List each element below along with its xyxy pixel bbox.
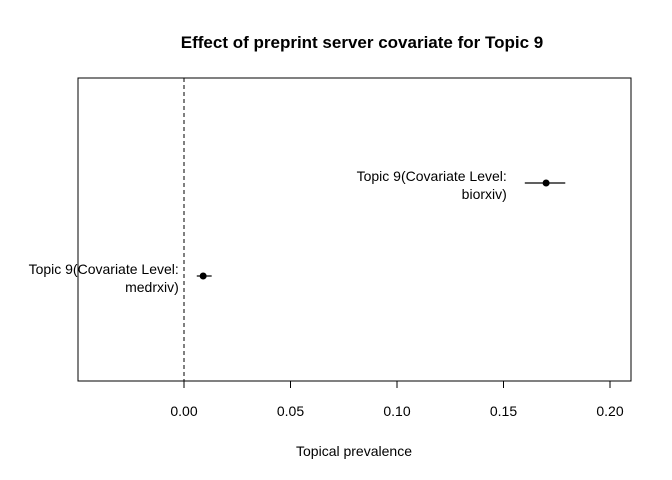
x-axis-label: Topical prevalence xyxy=(296,443,412,459)
point-label-line1: Topic 9(Covariate Level: xyxy=(357,168,507,184)
point-label-line1: Topic 9(Covariate Level: xyxy=(29,261,179,277)
point-estimate xyxy=(542,179,550,187)
x-tick-label: 0.20 xyxy=(596,403,623,419)
x-tick-label: 0.00 xyxy=(170,403,197,419)
x-axis-ticks: 0.00 0.05 0.10 0.15 0.20 xyxy=(170,381,624,419)
chart-title: Effect of preprint server covariate for … xyxy=(181,33,543,52)
point-label-line2: medrxiv) xyxy=(125,279,179,295)
x-tick-label: 0.10 xyxy=(383,403,410,419)
point-label-line2: biorxiv) xyxy=(462,186,507,202)
plot-frame xyxy=(77,77,632,382)
point-estimate xyxy=(199,272,207,280)
x-tick-label: 0.15 xyxy=(490,403,517,419)
x-tick-label: 0.05 xyxy=(277,403,304,419)
data-marks: Topic 9(Covariate Level: biorxiv) Topic 9(… xyxy=(29,168,566,295)
